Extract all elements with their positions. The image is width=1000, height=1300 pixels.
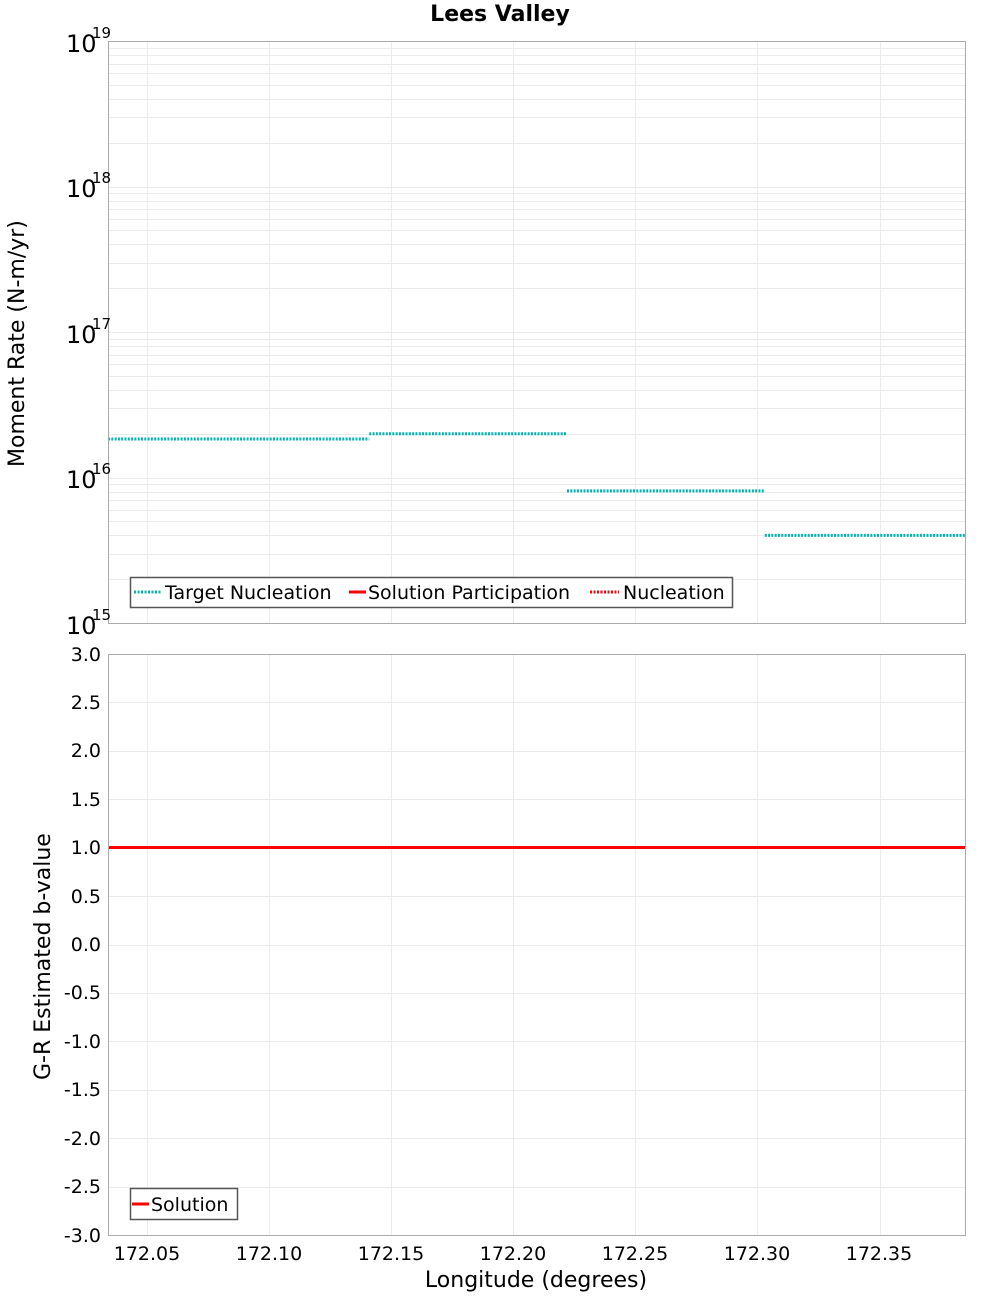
top-ytick-base: 10	[66, 30, 97, 58]
bottom-ytick: 3.0	[71, 644, 101, 666]
bottom-legend: Solution	[129, 1187, 239, 1221]
legend-label-solution: Solution	[151, 1194, 228, 1216]
top-ytick-base: 10	[66, 321, 97, 349]
top-grid	[108, 41, 965, 624]
bottom-ytick: -1.0	[64, 1031, 101, 1053]
top-ytick-exp: 15	[92, 606, 111, 624]
chart-title: Lees Valley	[430, 2, 570, 27]
bottom-ytick: -1.5	[64, 1079, 101, 1101]
bottom-ytick: 0.0	[71, 934, 101, 956]
xtick: 172.20	[480, 1243, 546, 1265]
bottom-ytick: -0.5	[64, 982, 101, 1004]
bottom-ytick: -2.5	[64, 1176, 101, 1198]
top-ytick-exp: 16	[92, 460, 111, 478]
xtick: 172.05	[114, 1243, 180, 1265]
bottom-ytick: -2.0	[64, 1128, 101, 1150]
bottom-ytick: 1.0	[71, 837, 101, 859]
top-plot	[108, 41, 966, 624]
top-ytick-exp: 19	[92, 24, 111, 42]
bottom-ytick: 0.5	[71, 886, 101, 908]
xtick: 172.10	[236, 1243, 302, 1265]
bottom-ytick: 2.5	[71, 692, 101, 714]
top-yticks: 10 19 10 18 10 17 10 16 10 15	[66, 24, 111, 640]
legend-label-nucleation: Nucleation	[623, 582, 725, 604]
legend-label-solution-participation: Solution Participation	[368, 582, 570, 604]
top-ytick-exp: 17	[92, 315, 111, 333]
bottom-ytick: -3.0	[64, 1225, 101, 1247]
top-series-target-nucleation	[108, 432, 965, 537]
bottom-yticks: 3.0 2.5 2.0 1.5 1.0 0.5 0.0 -0.5 -1.0 -1…	[64, 644, 101, 1247]
legend-label-target-nucleation: Target Nucleation	[164, 582, 332, 604]
top-ytick-base: 10	[66, 466, 97, 494]
bottom-y-axis-label: G-R Estimated b-value	[31, 833, 56, 1080]
xtick: 172.35	[846, 1243, 912, 1265]
xtick: 172.15	[358, 1243, 424, 1265]
x-axis-label: Longitude (degrees)	[424, 1268, 648, 1293]
top-ytick-base: 10	[66, 175, 97, 203]
top-y-axis-label: Moment Rate (N-m/yr)	[5, 220, 30, 467]
x-ticks: 172.05 172.10 172.15 172.20 172.25 172.3…	[114, 1243, 912, 1265]
top-plot-frame	[108, 41, 966, 624]
top-ytick-exp: 18	[92, 169, 111, 187]
xtick: 172.25	[602, 1243, 668, 1265]
bottom-ytick: 2.0	[71, 740, 101, 762]
top-legend-box	[129, 576, 734, 609]
bottom-plot	[108, 654, 966, 1236]
top-ytick-base: 10	[66, 612, 97, 640]
bottom-ytick: 1.5	[71, 789, 101, 811]
top-legend: Target Nucleation Solution Participation…	[129, 576, 734, 609]
bottom-plot-frame	[108, 654, 966, 1236]
bottom-grid	[108, 654, 965, 1236]
xtick: 172.30	[724, 1243, 790, 1265]
